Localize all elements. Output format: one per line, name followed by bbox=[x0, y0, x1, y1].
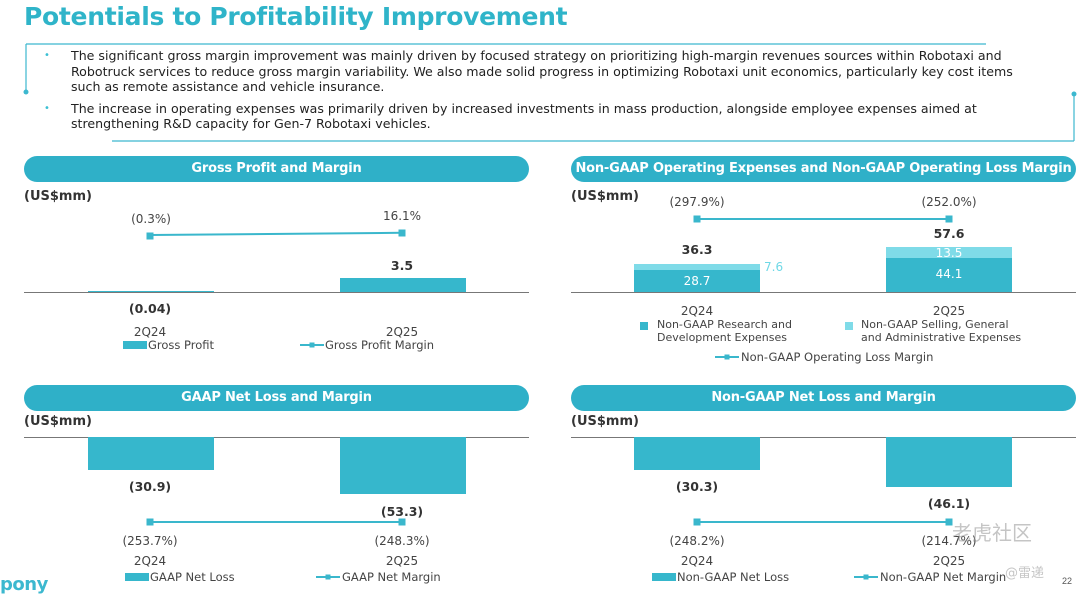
margin-point bbox=[398, 229, 406, 237]
watermark-text: 老虎社区 bbox=[952, 521, 1032, 545]
legend-marker bbox=[863, 574, 869, 580]
summary-bullets: • The significant gross margin improvemen… bbox=[44, 48, 1044, 138]
legend-label: Non-GAAP Selling, General and Administra… bbox=[861, 318, 1022, 344]
total-label: 57.6 bbox=[933, 226, 965, 241]
margin-point bbox=[945, 518, 953, 526]
category-label: 2Q24 bbox=[680, 304, 714, 318]
unit-label: (US$mm) bbox=[24, 189, 92, 204]
bar-sga-2q25 bbox=[886, 247, 1012, 258]
value-label: 13.5 bbox=[935, 246, 963, 260]
bullet-item: • The significant gross margin improvemen… bbox=[44, 48, 1013, 94]
value-label: (30.3) bbox=[675, 479, 719, 494]
legend-swatch bbox=[123, 341, 147, 349]
watermark-text: @雷递 bbox=[1005, 566, 1045, 581]
legend-marker bbox=[309, 342, 315, 348]
bar-sga-2q24 bbox=[634, 264, 760, 270]
margin-label: (248.2%) bbox=[669, 534, 725, 548]
value-label: (53.3) bbox=[380, 504, 424, 519]
unit-label: (US$mm) bbox=[571, 414, 639, 429]
category-label: 2Q25 bbox=[385, 325, 419, 339]
bullet-dot-icon: • bbox=[44, 102, 50, 114]
bar-rnd-2q25 bbox=[886, 258, 1012, 292]
margin-point bbox=[146, 232, 154, 240]
bar-net-loss-2q24 bbox=[88, 437, 214, 470]
margin-label: (297.9%) bbox=[669, 195, 725, 209]
legend-label: Non-GAAP Net Loss bbox=[677, 570, 790, 584]
margin-line bbox=[697, 521, 949, 523]
bar-gross-profit-2q24 bbox=[88, 291, 214, 292]
margin-label: (248.3%) bbox=[374, 534, 430, 548]
margin-point bbox=[398, 518, 406, 526]
legend-label: Gross Profit bbox=[148, 338, 215, 352]
unit-label: (US$mm) bbox=[24, 414, 92, 429]
chart-title: Non-GAAP Net Loss and Margin bbox=[571, 385, 1076, 411]
legend-label: Gross Profit Margin bbox=[325, 338, 434, 352]
total-label: 36.3 bbox=[681, 242, 713, 257]
margin-line bbox=[697, 218, 949, 220]
x-axis bbox=[24, 292, 529, 293]
legend-label: GAAP Net Loss bbox=[150, 570, 235, 584]
value-label: (46.1) bbox=[927, 496, 971, 511]
margin-point bbox=[146, 518, 154, 526]
chart-title: Non-GAAP Operating Expenses and Non-GAAP… bbox=[571, 156, 1076, 182]
bullet-item: • The increase in operating expenses was … bbox=[44, 100, 977, 132]
margin-line bbox=[150, 521, 402, 523]
category-label: 2Q25 bbox=[385, 554, 419, 568]
value-label: (30.9) bbox=[128, 479, 172, 494]
legend-swatch bbox=[125, 573, 149, 581]
decorative-frame bbox=[23, 43, 1077, 142]
margin-point bbox=[945, 215, 953, 223]
legend-label: Non-GAAP Operating Loss Margin bbox=[741, 350, 934, 364]
margin-line bbox=[149, 231, 402, 236]
margin-point bbox=[693, 215, 701, 223]
legend-swatch bbox=[845, 322, 853, 330]
bar-net-loss-2q25 bbox=[886, 437, 1012, 487]
chart-title: Gross Profit and Margin bbox=[24, 156, 529, 182]
page-number: 22 bbox=[1061, 576, 1072, 586]
category-label: 2Q24 bbox=[133, 554, 167, 568]
category-label: 2Q24 bbox=[680, 554, 714, 568]
legend-swatch bbox=[640, 322, 648, 330]
bar-rnd-2q24 bbox=[634, 270, 760, 292]
category-label: 2Q25 bbox=[932, 554, 966, 568]
x-axis bbox=[571, 292, 1076, 293]
bar-net-loss-2q24 bbox=[634, 437, 760, 470]
page-title: Potentials to Profitability Improvement bbox=[24, 2, 568, 31]
legend-marker bbox=[325, 574, 331, 580]
margin-label: (253.7%) bbox=[122, 534, 178, 548]
value-label: 28.7 bbox=[683, 274, 711, 288]
unit-label: (US$mm) bbox=[571, 189, 639, 204]
margin-point bbox=[693, 518, 701, 526]
bullet-dot-icon: • bbox=[44, 50, 50, 61]
company-logo: pony bbox=[0, 574, 48, 595]
value-label: 3.5 bbox=[390, 258, 414, 273]
margin-label: (0.3%) bbox=[131, 212, 171, 226]
margin-label: (214.7%) bbox=[921, 534, 977, 548]
x-axis bbox=[571, 437, 1076, 438]
bar-net-loss-2q25 bbox=[340, 437, 466, 494]
value-label: 44.1 bbox=[935, 267, 963, 281]
margin-label: 16.1% bbox=[382, 209, 422, 223]
x-axis bbox=[24, 437, 529, 438]
value-label: 7.6 bbox=[764, 260, 784, 274]
value-label: (0.04) bbox=[128, 301, 172, 316]
category-label: 2Q24 bbox=[133, 325, 167, 339]
category-label: 2Q25 bbox=[932, 304, 966, 318]
chart-title: GAAP Net Loss and Margin bbox=[24, 385, 529, 411]
legend-label: Non-GAAP Net Margin bbox=[880, 570, 1007, 584]
legend-label: Non-GAAP Research and Development Expens… bbox=[657, 318, 792, 344]
bar-gross-profit-2q25 bbox=[340, 278, 466, 292]
legend-marker bbox=[724, 354, 730, 360]
margin-label: (252.0%) bbox=[921, 195, 977, 209]
legend-swatch bbox=[652, 573, 676, 581]
legend-label: GAAP Net Margin bbox=[342, 570, 441, 584]
